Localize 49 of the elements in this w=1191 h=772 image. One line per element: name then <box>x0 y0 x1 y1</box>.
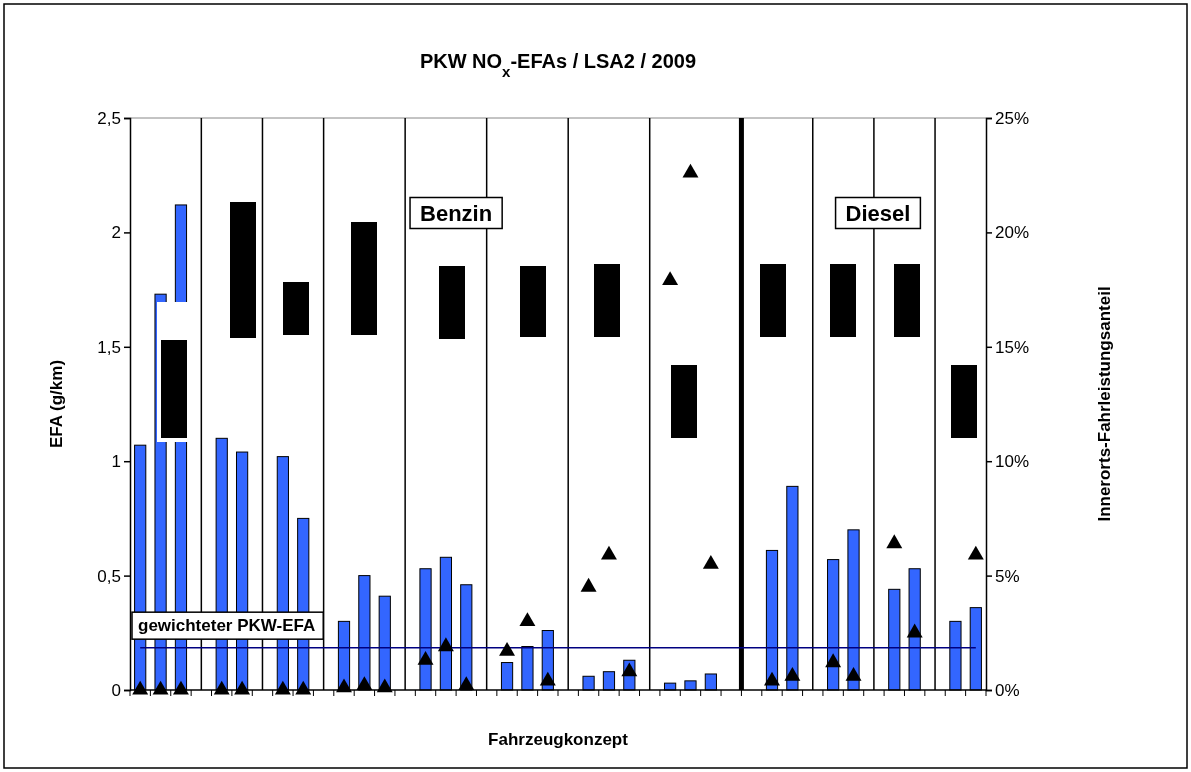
point <box>580 577 597 592</box>
y2-tick-label: 15% <box>995 337 1030 357</box>
point <box>600 545 617 560</box>
ref-line-label: gewichteter PKW-EFA <box>138 616 316 636</box>
y2-tick-label: 10% <box>995 452 1030 472</box>
y-tick-label: 1,5 <box>97 337 121 357</box>
y2-tick-label: 20% <box>995 223 1030 243</box>
point <box>967 545 984 560</box>
point <box>172 680 189 695</box>
annotation: Diesel <box>845 200 911 226</box>
point <box>906 623 923 638</box>
point <box>764 671 780 686</box>
y-tick-label: 1 <box>111 452 121 472</box>
point <box>784 667 801 681</box>
point <box>662 271 679 286</box>
point <box>845 667 862 681</box>
point <box>539 671 556 686</box>
point <box>234 680 251 695</box>
y-tick-label: 0,5 <box>97 566 121 586</box>
y2-tick-label: 0% <box>995 680 1020 700</box>
point <box>621 662 638 677</box>
y-axis-title: EFA (g/km) <box>47 359 66 449</box>
y2-axis-title: Innerorts-Fahrleistungsanteil <box>1095 286 1114 522</box>
bar <box>378 595 391 691</box>
point <box>274 680 291 695</box>
point <box>376 678 393 693</box>
y-tick-label: 0 <box>111 680 121 700</box>
point <box>437 637 454 652</box>
point <box>458 676 475 691</box>
point <box>519 612 536 626</box>
annotation: Benzin <box>420 200 493 226</box>
y2-tick-label: 25% <box>995 108 1030 128</box>
y2-tick-label: 5% <box>995 566 1020 586</box>
point <box>499 641 516 656</box>
point <box>886 534 903 549</box>
point <box>682 163 699 178</box>
point <box>295 680 312 695</box>
point <box>336 678 352 693</box>
point <box>702 554 719 569</box>
point <box>132 680 149 695</box>
x-axis-title: Fahrzeugkonzept <box>488 730 629 749</box>
point <box>417 651 434 665</box>
point <box>213 680 230 695</box>
point <box>825 653 842 668</box>
chart-title: PKW NO$_{x}$-EFAs / LSA2 / 2009 <box>419 50 697 80</box>
point <box>356 676 373 691</box>
point <box>152 680 169 695</box>
y-tick-label: 2,5 <box>97 108 121 128</box>
y-tick-label: 2 <box>111 223 121 243</box>
